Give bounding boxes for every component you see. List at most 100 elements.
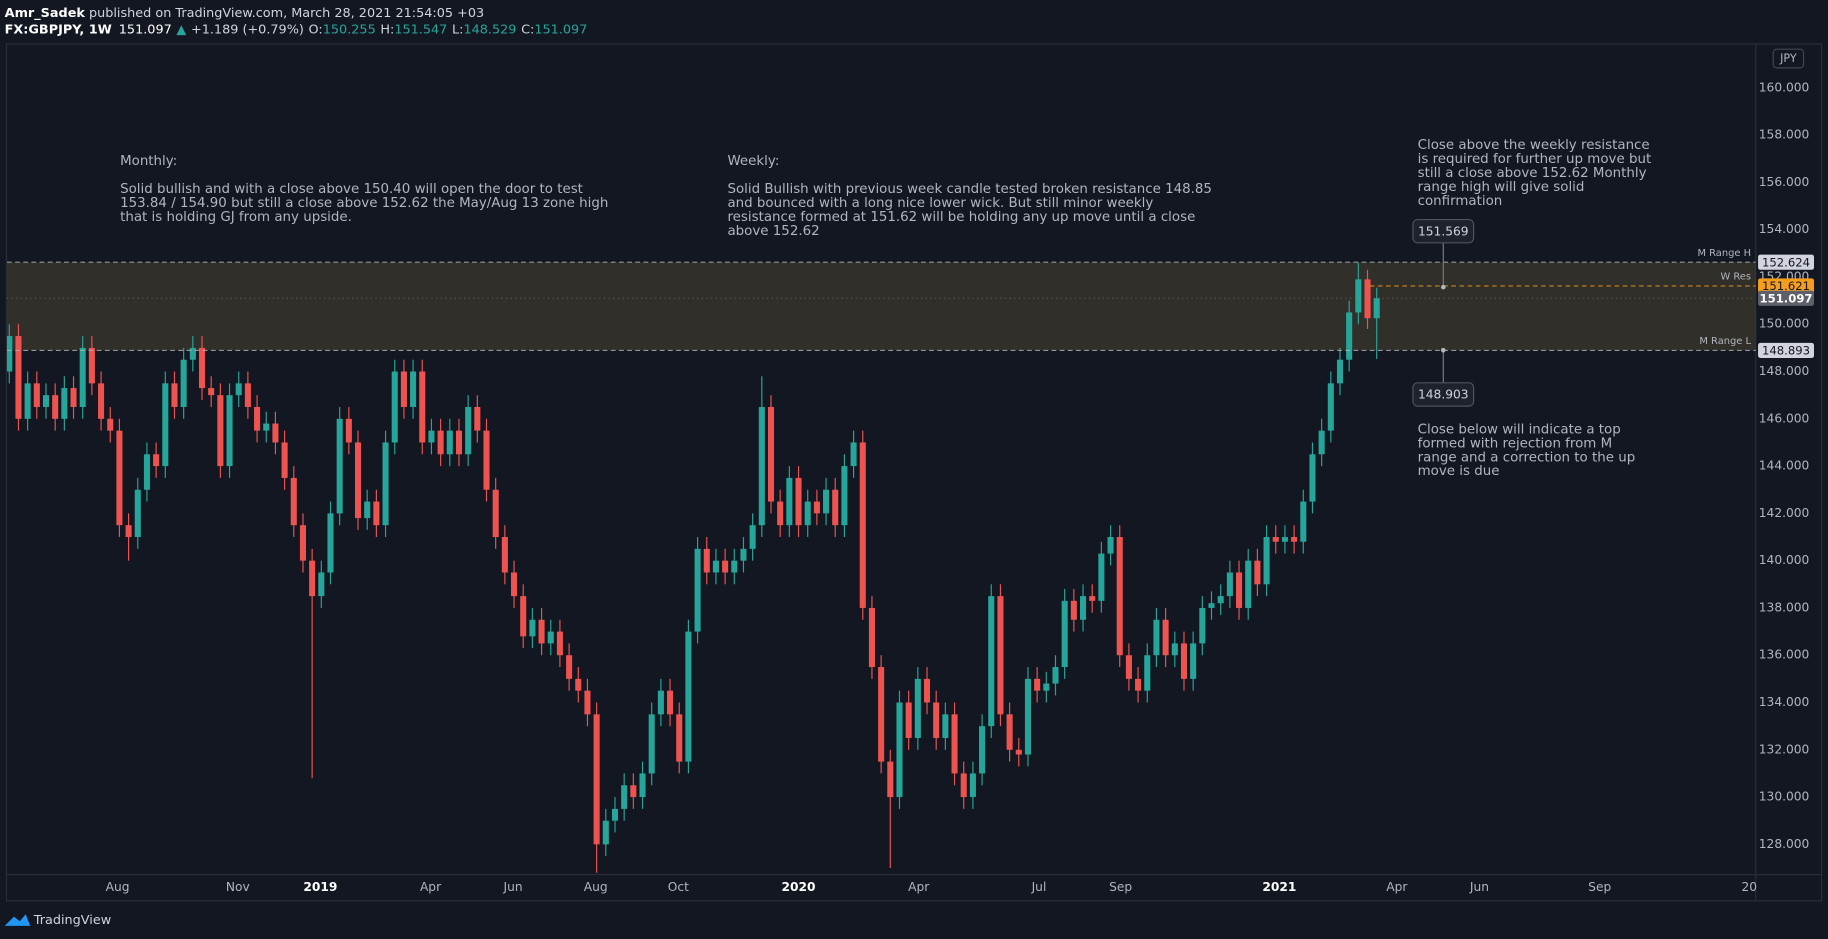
candle-body: [1162, 619, 1169, 656]
ohlc-value: 148.529: [463, 22, 516, 37]
x-tick-label: Apr: [908, 880, 930, 894]
y-tick-label: 128.000: [1759, 837, 1810, 851]
candle-body: [731, 560, 738, 573]
candle-body: [1061, 600, 1068, 668]
arrow: ▲: [176, 22, 186, 37]
candle-body: [15, 336, 22, 419]
candle-body: [24, 383, 31, 419]
candle-body: [116, 430, 123, 526]
candle-body: [382, 442, 389, 526]
y-tick-label: 160.000: [1759, 80, 1810, 94]
candle-body: [1373, 298, 1380, 319]
candle-body: [1015, 749, 1022, 755]
candle-body: [299, 525, 306, 561]
candle-body: [208, 388, 215, 396]
candle-body: [189, 347, 196, 360]
candle-body: [1024, 678, 1031, 755]
candle-body: [1171, 643, 1178, 656]
candle-body: [703, 548, 710, 573]
callout-label: 151.569: [1418, 224, 1469, 238]
note-line: resistance formed at 151.62 will be hold…: [727, 210, 1195, 225]
level-price-box: [1758, 342, 1815, 358]
candle-body: [198, 347, 206, 389]
note-line: move is due: [1418, 464, 1500, 479]
candle-body: [712, 560, 719, 573]
y-tick-label: 154.000: [1759, 222, 1810, 236]
candle-body: [61, 388, 68, 419]
candle-body: [777, 501, 784, 526]
candle-body: [676, 714, 683, 762]
brand: TradingView: [33, 913, 111, 928]
candle-body: [428, 430, 435, 443]
candle-body: [52, 395, 59, 419]
x-tick-label: Oct: [668, 880, 689, 894]
y-tick-label: 156.000: [1759, 175, 1810, 189]
candle-body: [410, 371, 417, 407]
header-line-2: FX:GBPJPY, 1W 151.097 ▲ +1.189 (+0.79%) O:15…: [5, 22, 588, 37]
note-line: above 152.62: [727, 224, 819, 239]
candle-body: [923, 678, 931, 703]
candle-body: [483, 430, 490, 490]
candle-body: [419, 371, 426, 443]
candle-body: [1208, 603, 1215, 608]
candle-body: [354, 442, 362, 519]
candle-body: [1336, 359, 1344, 384]
level-price: 152.624: [1762, 255, 1810, 269]
candle-body: [657, 690, 664, 715]
candle-body: [1034, 678, 1041, 691]
callout-label: 148.903: [1418, 388, 1469, 402]
level-name: W Res: [1720, 272, 1751, 283]
candle-body: [70, 388, 77, 407]
candle-body: [226, 395, 233, 467]
candle-body: [153, 454, 160, 467]
level-price-box: [1758, 254, 1815, 270]
candle-body: [1245, 560, 1252, 608]
level-price: 151.621: [1762, 279, 1810, 293]
ohlc-label: C:: [521, 22, 534, 37]
candle-body: [1190, 643, 1197, 679]
candle-body: [33, 383, 40, 407]
candle-body: [538, 619, 545, 644]
candle-body: [1364, 279, 1371, 319]
ohlc-label: O:: [309, 22, 323, 37]
candle-body: [455, 430, 463, 455]
candle-body: [841, 466, 848, 526]
candle-body: [722, 560, 729, 573]
y-tick-label: 142.000: [1759, 506, 1810, 520]
candle-body: [1125, 655, 1132, 679]
y-tick-label: 148.000: [1759, 364, 1810, 378]
callout-dot: [1440, 347, 1446, 353]
note-line: range high will give solid: [1418, 180, 1585, 195]
candle-body: [1107, 537, 1114, 554]
brand-logo[interactable]: TradingView: [4, 913, 112, 928]
candle-body: [740, 548, 747, 561]
x-tick-label: 2020: [782, 880, 816, 894]
note-title: Monthly:: [120, 154, 177, 169]
candle-body: [823, 489, 830, 514]
candle-body: [1006, 714, 1013, 750]
candle-body: [648, 714, 655, 774]
candle-body: [235, 383, 242, 396]
published: published on TradingView.com, March 28, …: [85, 6, 484, 21]
candle-body: [309, 560, 316, 597]
candle-body: [621, 785, 628, 809]
candle-body: [143, 454, 150, 490]
candle-body: [79, 347, 86, 407]
note-line: Solid bullish and with a close above 150…: [120, 182, 583, 197]
candle-body: [575, 678, 582, 691]
candle-body: [667, 690, 674, 715]
candle-body: [942, 714, 949, 738]
logo-icon: [4, 914, 31, 926]
candle-body: [171, 383, 178, 407]
candle-body: [593, 714, 600, 845]
x-tick-label: Sep: [1588, 880, 1611, 894]
candle-body: [437, 430, 444, 455]
y-tick-label: 134.000: [1759, 695, 1810, 709]
candle-body: [1309, 454, 1316, 502]
candle-body: [1300, 501, 1307, 542]
candle-body: [685, 631, 692, 762]
candle-body: [1355, 279, 1362, 313]
candle-body: [492, 489, 499, 538]
candle-body: [639, 773, 646, 798]
